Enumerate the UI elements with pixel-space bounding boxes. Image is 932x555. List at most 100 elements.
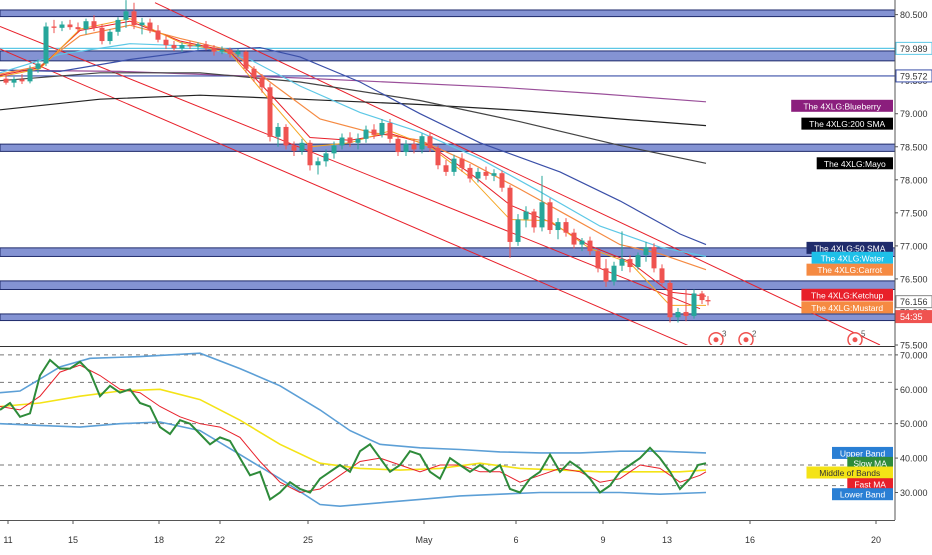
candle-body[interactable] <box>235 51 241 55</box>
candle-body[interactable] <box>91 21 97 28</box>
candle-body[interactable] <box>251 68 257 78</box>
candle-body[interactable] <box>3 78 9 83</box>
candle-body[interactable] <box>99 27 105 42</box>
candle-body[interactable] <box>515 219 521 242</box>
candle-body[interactable] <box>27 68 33 82</box>
y-tick-label: 30.000 <box>900 488 928 498</box>
candle-body[interactable] <box>299 142 305 151</box>
candle-body[interactable] <box>275 126 281 137</box>
candle-body[interactable] <box>451 158 457 172</box>
event-marker[interactable]: 3 <box>708 330 727 347</box>
candle-body[interactable] <box>539 202 545 228</box>
candle-body[interactable] <box>107 31 113 42</box>
candle-body[interactable] <box>59 24 65 28</box>
candle-body[interactable] <box>459 158 465 168</box>
candle-body[interactable] <box>243 51 249 69</box>
candle-body[interactable] <box>347 137 353 143</box>
candle-body[interactable] <box>659 268 665 283</box>
candle-body[interactable] <box>427 136 433 149</box>
candle-body[interactable] <box>611 265 617 282</box>
candle-body[interactable] <box>675 311 681 318</box>
indicator-pane[interactable] <box>0 352 895 508</box>
candle-body[interactable] <box>667 282 673 318</box>
candle-body[interactable] <box>627 259 633 268</box>
candle-body[interactable] <box>699 293 705 301</box>
candle-body[interactable] <box>355 138 361 143</box>
candle-body[interactable] <box>571 232 577 245</box>
candle-body[interactable] <box>179 45 185 49</box>
legend-entry: The 4XLG:Ketchup <box>811 290 884 300</box>
sr-band <box>0 9 895 18</box>
candle-body[interactable] <box>435 148 441 166</box>
candle-body[interactable] <box>131 11 137 26</box>
candle-body[interactable] <box>379 122 385 135</box>
candle-body[interactable] <box>467 167 473 179</box>
candle-body[interactable] <box>67 24 73 28</box>
candle-body[interactable] <box>419 136 425 150</box>
candle-body[interactable] <box>75 27 81 30</box>
candle-body[interactable] <box>35 63 41 69</box>
candle-body[interactable] <box>259 77 265 88</box>
candle-body[interactable] <box>171 45 177 49</box>
candle-body[interactable] <box>395 138 401 153</box>
candle-body[interactable] <box>635 255 641 268</box>
candle-body[interactable] <box>163 39 169 46</box>
candle-body[interactable] <box>371 129 377 135</box>
candle-body[interactable] <box>283 126 289 146</box>
event-marker[interactable]: 2 <box>738 330 757 347</box>
candle-body[interactable] <box>411 144 417 150</box>
event-marker[interactable]: 5 <box>847 330 866 347</box>
candle-body[interactable] <box>499 173 505 188</box>
candle-body[interactable] <box>19 79 25 82</box>
candle-body[interactable] <box>603 268 609 282</box>
candle-body[interactable] <box>523 211 529 220</box>
price-pane[interactable]: 3 2 5 <box>0 0 895 347</box>
candle-body[interactable] <box>115 19 121 32</box>
candle-body[interactable] <box>483 171 489 176</box>
candle-body[interactable] <box>307 142 313 166</box>
candle-body[interactable] <box>579 240 585 245</box>
candle-body[interactable] <box>705 300 711 302</box>
candle-body[interactable] <box>291 145 297 151</box>
candle-body[interactable] <box>531 211 537 228</box>
candle-body[interactable] <box>227 49 233 55</box>
candle-body[interactable] <box>491 173 497 176</box>
candle-body[interactable] <box>555 222 561 231</box>
candle-body[interactable] <box>563 222 569 233</box>
candle-body[interactable] <box>403 144 409 153</box>
candle-body[interactable] <box>339 137 345 146</box>
candle-body[interactable] <box>443 165 449 172</box>
candle-body[interactable] <box>83 21 89 30</box>
price-tag <box>895 310 932 324</box>
candle-body[interactable] <box>187 45 193 47</box>
candle-body[interactable] <box>315 161 321 166</box>
candle-body[interactable] <box>507 187 513 242</box>
candle-body[interactable] <box>363 129 369 139</box>
candle-body[interactable] <box>219 49 225 52</box>
candle-body[interactable] <box>643 247 649 256</box>
candle-body[interactable] <box>43 26 49 64</box>
candle-body[interactable] <box>203 44 209 49</box>
candle-body[interactable] <box>11 79 17 83</box>
candle-body[interactable] <box>587 240 593 252</box>
candle-body[interactable] <box>323 153 329 162</box>
candle-body[interactable] <box>619 259 625 266</box>
price-tag-label: 79.989 <box>900 44 928 54</box>
candle-body[interactable] <box>387 122 393 139</box>
candle-body[interactable] <box>123 11 129 20</box>
candle-body[interactable] <box>147 22 153 31</box>
candle-body[interactable] <box>267 87 273 137</box>
candle-body[interactable] <box>595 251 601 269</box>
candle-body[interactable] <box>691 293 697 316</box>
candle-body[interactable] <box>547 202 553 231</box>
candle-body[interactable] <box>331 145 337 154</box>
candle-body[interactable] <box>195 44 201 47</box>
candle-body[interactable] <box>475 171 481 179</box>
legend-entry: Fast MA <box>854 480 886 490</box>
candle-body[interactable] <box>683 311 689 316</box>
candle-body[interactable] <box>211 48 217 52</box>
candle-body[interactable] <box>139 22 145 26</box>
candle-body[interactable] <box>51 26 57 28</box>
candle-body[interactable] <box>651 247 657 269</box>
candle-body[interactable] <box>155 30 161 40</box>
